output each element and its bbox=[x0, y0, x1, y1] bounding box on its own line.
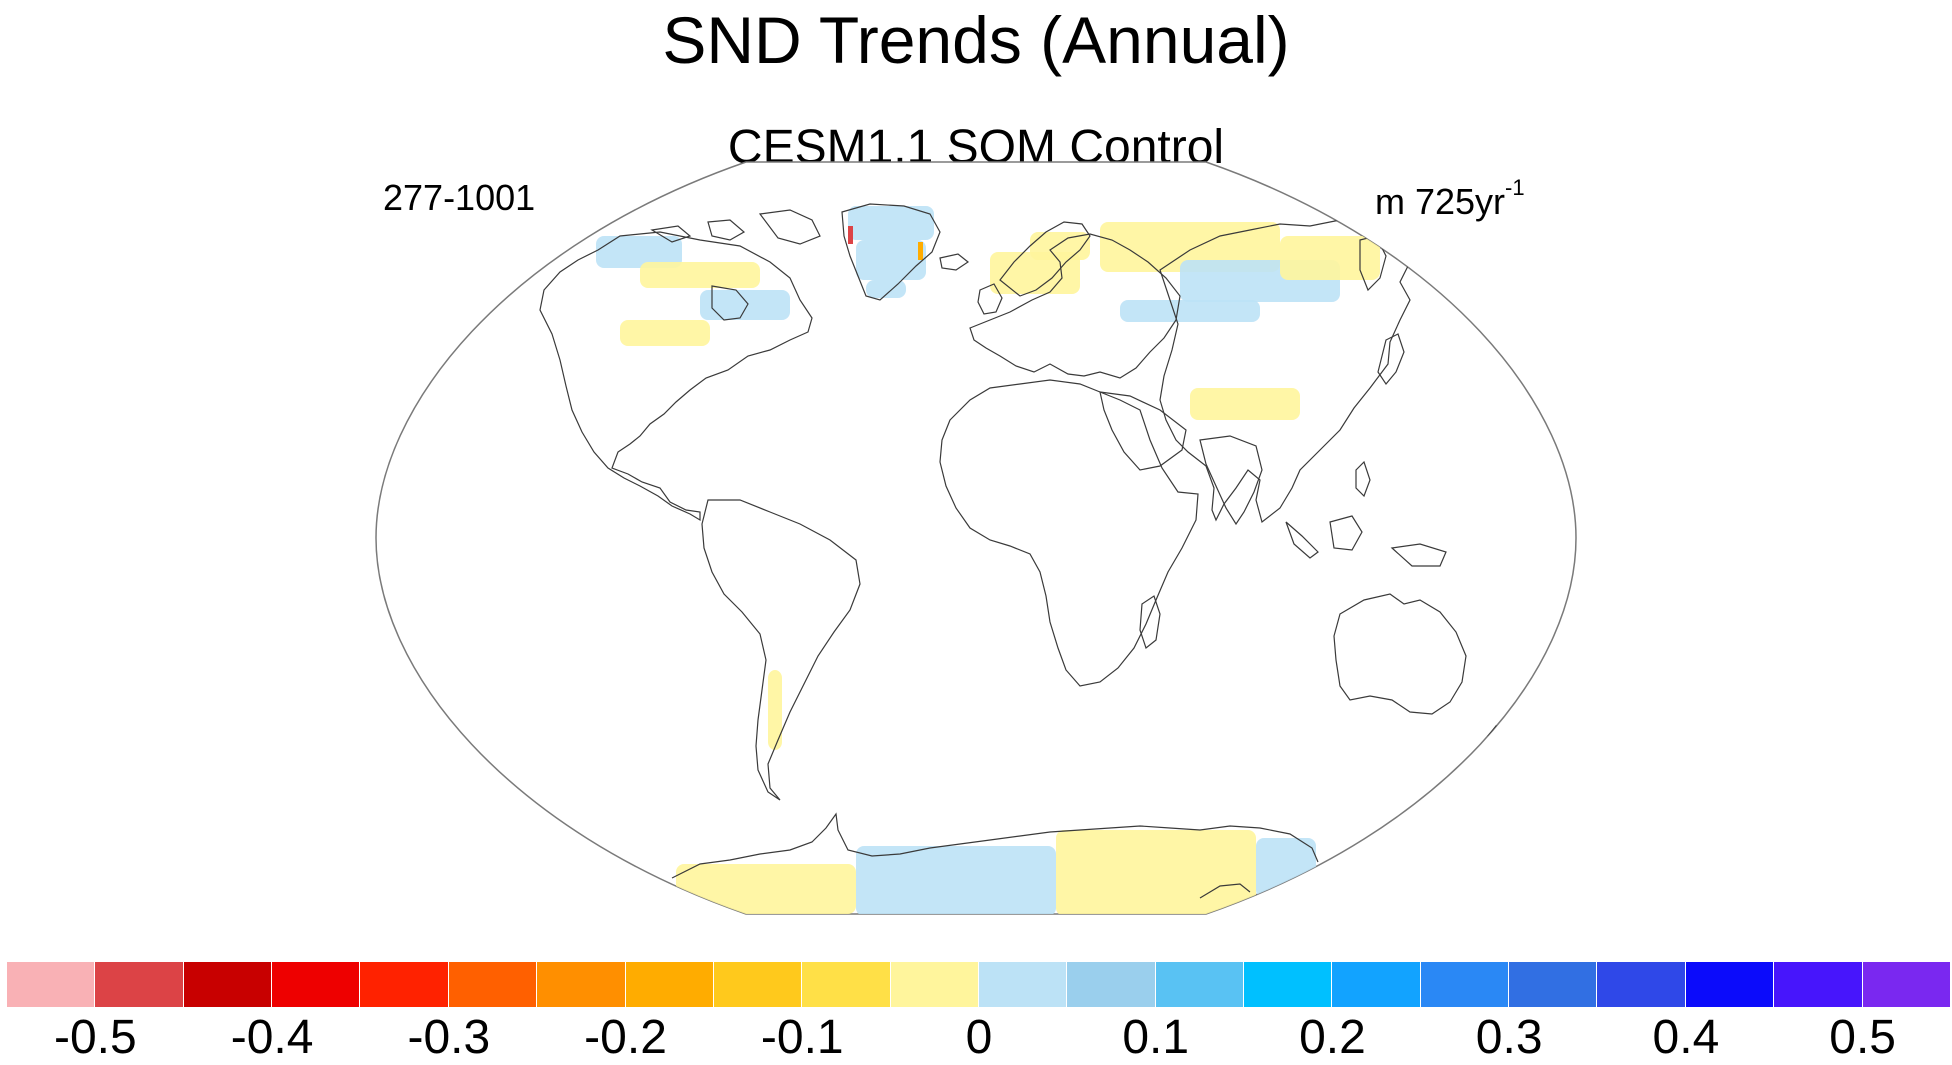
colorbar-tick-label: -0.3 bbox=[407, 1011, 491, 1064]
colorbar-tick-label: -0.4 bbox=[230, 1011, 314, 1064]
colorbar-labels: -0.5 -0.4 -0.3 -0.2 -0.1 0 0.1 0.2 0.3 0.4 0.5 bbox=[0, 1010, 1952, 1065]
trend-patch bbox=[856, 240, 926, 280]
colorbar bbox=[7, 962, 1951, 1007]
colorbar-tick-label: 0.2 bbox=[1299, 1011, 1366, 1064]
coastlines bbox=[539, 203, 1503, 899]
colorbar-tick-label: 0 bbox=[965, 1011, 993, 1064]
coast-antarctic-ross bbox=[1199, 883, 1251, 899]
colorbar-box bbox=[1597, 962, 1686, 1007]
colorbar-box bbox=[625, 962, 714, 1007]
colorbar-box bbox=[537, 962, 626, 1007]
trend-patch bbox=[676, 864, 856, 914]
world-map bbox=[375, 161, 1577, 915]
colorbar-box bbox=[1155, 962, 1245, 1007]
coast-arctic-islands bbox=[650, 209, 821, 245]
coast-south-america bbox=[701, 499, 861, 801]
units-superscript: -1 bbox=[1505, 175, 1525, 200]
trend-patch bbox=[596, 236, 682, 268]
colorbar-box bbox=[890, 962, 979, 1007]
trend-patch bbox=[1056, 830, 1256, 914]
coast-greenland bbox=[841, 203, 941, 301]
units-label: m 725yr-1 bbox=[1375, 172, 1525, 224]
trend-patch bbox=[1030, 232, 1090, 260]
coast-british-isles bbox=[977, 283, 1003, 315]
trend-patch bbox=[1190, 388, 1300, 420]
colorbar-tick-label: 0.3 bbox=[1475, 1011, 1543, 1064]
colorbar-box bbox=[272, 962, 361, 1007]
colorbar-box bbox=[1332, 962, 1421, 1007]
colorbar-tick-label: 0.1 bbox=[1122, 1011, 1190, 1064]
trend-patch bbox=[1120, 300, 1260, 322]
coast-madagascar bbox=[1139, 595, 1161, 650]
colorbar-box bbox=[978, 962, 1068, 1007]
trend-patch bbox=[1280, 236, 1380, 280]
colorbar-tick-label: -0.1 bbox=[760, 1011, 844, 1064]
colorbar-box bbox=[1509, 962, 1598, 1007]
trend-patch bbox=[1256, 838, 1316, 898]
trend-patch bbox=[620, 320, 710, 346]
coast-sumatra bbox=[1285, 521, 1319, 559]
period-label: 277-1001 bbox=[383, 177, 536, 218]
coast-hudson-bay bbox=[711, 285, 749, 321]
coast-borneo bbox=[1329, 515, 1363, 551]
coast-north-america bbox=[539, 231, 813, 522]
colorbar-box bbox=[1685, 962, 1775, 1007]
colorbar-box bbox=[713, 962, 803, 1007]
trend-patch bbox=[640, 262, 760, 288]
trend-patch bbox=[700, 290, 790, 320]
colorbar-box bbox=[802, 962, 891, 1007]
coast-africa bbox=[939, 379, 1199, 687]
colorbar-box bbox=[1244, 962, 1333, 1007]
colorbar-tick-label: -0.2 bbox=[584, 1011, 667, 1064]
trend-patch bbox=[768, 670, 782, 750]
colorbar-box bbox=[1420, 962, 1510, 1007]
colorbar-box bbox=[1774, 962, 1863, 1007]
coast-iceland bbox=[939, 253, 970, 271]
colorbar-box bbox=[1862, 962, 1951, 1007]
colorbar-box bbox=[1067, 962, 1156, 1007]
trend-patch bbox=[856, 846, 1056, 914]
coast-philippines bbox=[1355, 460, 1371, 498]
coast-antarctica bbox=[671, 812, 1319, 879]
colorbar-tick-label: 0.5 bbox=[1829, 1011, 1896, 1064]
colorbar-tick-label: 0.4 bbox=[1652, 1011, 1720, 1064]
colorbar-box bbox=[95, 962, 184, 1007]
trend-patch bbox=[848, 206, 934, 240]
colorbar-box bbox=[7, 962, 96, 1007]
map-boundary bbox=[375, 161, 1577, 915]
trend-highlight bbox=[918, 242, 923, 260]
coast-new-guinea bbox=[1390, 543, 1447, 567]
colorbar-box bbox=[448, 962, 538, 1007]
trend-highlight bbox=[848, 226, 853, 244]
coast-india bbox=[1199, 435, 1263, 526]
colorbar-box bbox=[183, 962, 273, 1007]
coast-arabia bbox=[1099, 391, 1187, 471]
coast-scandinavia bbox=[999, 221, 1091, 297]
units-text: m 725yr bbox=[1375, 181, 1506, 222]
colorbar-box bbox=[360, 962, 449, 1007]
colorbar-tick-label: -0.5 bbox=[54, 1011, 137, 1064]
trend-patch bbox=[866, 280, 906, 298]
map-title: SND Trends (Annual) bbox=[662, 3, 1290, 77]
coast-japan bbox=[1377, 333, 1405, 386]
coast-australia bbox=[1333, 593, 1467, 715]
coast-europe bbox=[969, 233, 1181, 379]
